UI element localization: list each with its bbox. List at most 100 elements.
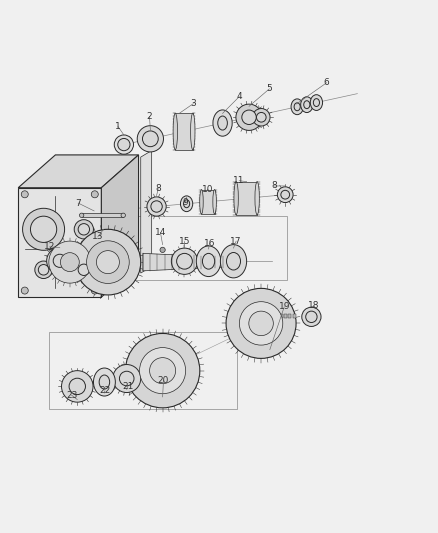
Circle shape [147,197,166,216]
Circle shape [96,251,119,273]
Circle shape [35,261,52,279]
Bar [42,216,287,280]
Text: 23: 23 [66,391,77,400]
Text: 2: 2 [146,112,152,121]
Bar [175,113,192,150]
Text: 3: 3 [190,99,196,108]
Text: 7: 7 [75,199,81,207]
Ellipse shape [310,95,322,110]
Circle shape [301,307,320,326]
Circle shape [74,260,93,279]
Circle shape [149,358,175,384]
Text: 15: 15 [178,237,190,246]
Circle shape [69,378,85,394]
Ellipse shape [93,368,115,396]
Circle shape [125,334,199,408]
Polygon shape [18,155,138,188]
Text: 16: 16 [203,239,215,248]
Ellipse shape [173,113,177,150]
Bar [49,332,237,409]
Text: 10: 10 [201,185,212,194]
Circle shape [60,253,79,272]
Polygon shape [18,188,101,297]
Ellipse shape [190,113,194,150]
Text: 5: 5 [266,84,272,93]
Circle shape [21,287,28,294]
Bar [279,314,282,318]
Text: 20: 20 [157,376,169,385]
Circle shape [49,241,91,283]
Circle shape [53,254,66,268]
Circle shape [21,191,28,198]
Bar [81,213,123,217]
Ellipse shape [202,253,214,269]
Text: 1: 1 [115,122,120,131]
Circle shape [239,302,282,345]
Circle shape [30,216,57,243]
Text: 9: 9 [182,198,188,207]
Circle shape [46,248,73,274]
Ellipse shape [290,99,303,115]
Ellipse shape [303,101,309,109]
Bar [292,314,295,318]
Text: 13: 13 [92,232,103,241]
Circle shape [75,229,141,295]
Ellipse shape [180,196,192,212]
Circle shape [61,370,93,402]
Ellipse shape [212,110,232,136]
Ellipse shape [183,200,189,208]
Text: 8: 8 [155,184,161,193]
Circle shape [248,311,273,336]
Ellipse shape [226,253,240,270]
Polygon shape [143,253,237,271]
Circle shape [305,311,316,322]
Ellipse shape [300,97,312,112]
Text: 12: 12 [44,243,55,251]
Ellipse shape [313,99,319,107]
Text: 18: 18 [307,301,319,310]
Circle shape [86,241,129,284]
Text: 19: 19 [278,302,290,311]
Text: 4: 4 [236,92,241,101]
Circle shape [78,224,89,235]
Ellipse shape [121,213,125,217]
Circle shape [119,372,134,386]
Polygon shape [101,155,138,297]
Circle shape [117,139,130,151]
Circle shape [176,253,192,269]
Ellipse shape [220,245,246,278]
Text: 17: 17 [230,237,241,246]
Circle shape [22,208,64,251]
Bar [201,190,214,214]
Circle shape [91,191,98,198]
Bar [283,314,286,318]
Ellipse shape [99,375,110,389]
Ellipse shape [79,213,84,217]
Ellipse shape [217,116,227,130]
Ellipse shape [199,190,203,214]
Circle shape [139,348,185,394]
Circle shape [151,201,162,212]
Text: 8: 8 [271,181,276,190]
Circle shape [226,288,295,358]
Text: 11: 11 [233,176,244,185]
Circle shape [113,365,141,392]
Text: 22: 22 [99,386,110,395]
Circle shape [241,110,256,125]
Ellipse shape [254,182,259,215]
Circle shape [277,187,293,203]
Circle shape [142,131,158,147]
Circle shape [74,220,93,239]
Circle shape [78,264,89,276]
Circle shape [38,264,49,275]
Text: 14: 14 [154,228,166,237]
Circle shape [235,104,261,131]
Bar [236,182,257,215]
Circle shape [137,126,163,152]
Circle shape [280,190,289,199]
Text: 21: 21 [122,382,133,391]
Ellipse shape [233,182,238,215]
Ellipse shape [212,190,216,214]
Circle shape [256,112,265,122]
Polygon shape [141,150,151,273]
